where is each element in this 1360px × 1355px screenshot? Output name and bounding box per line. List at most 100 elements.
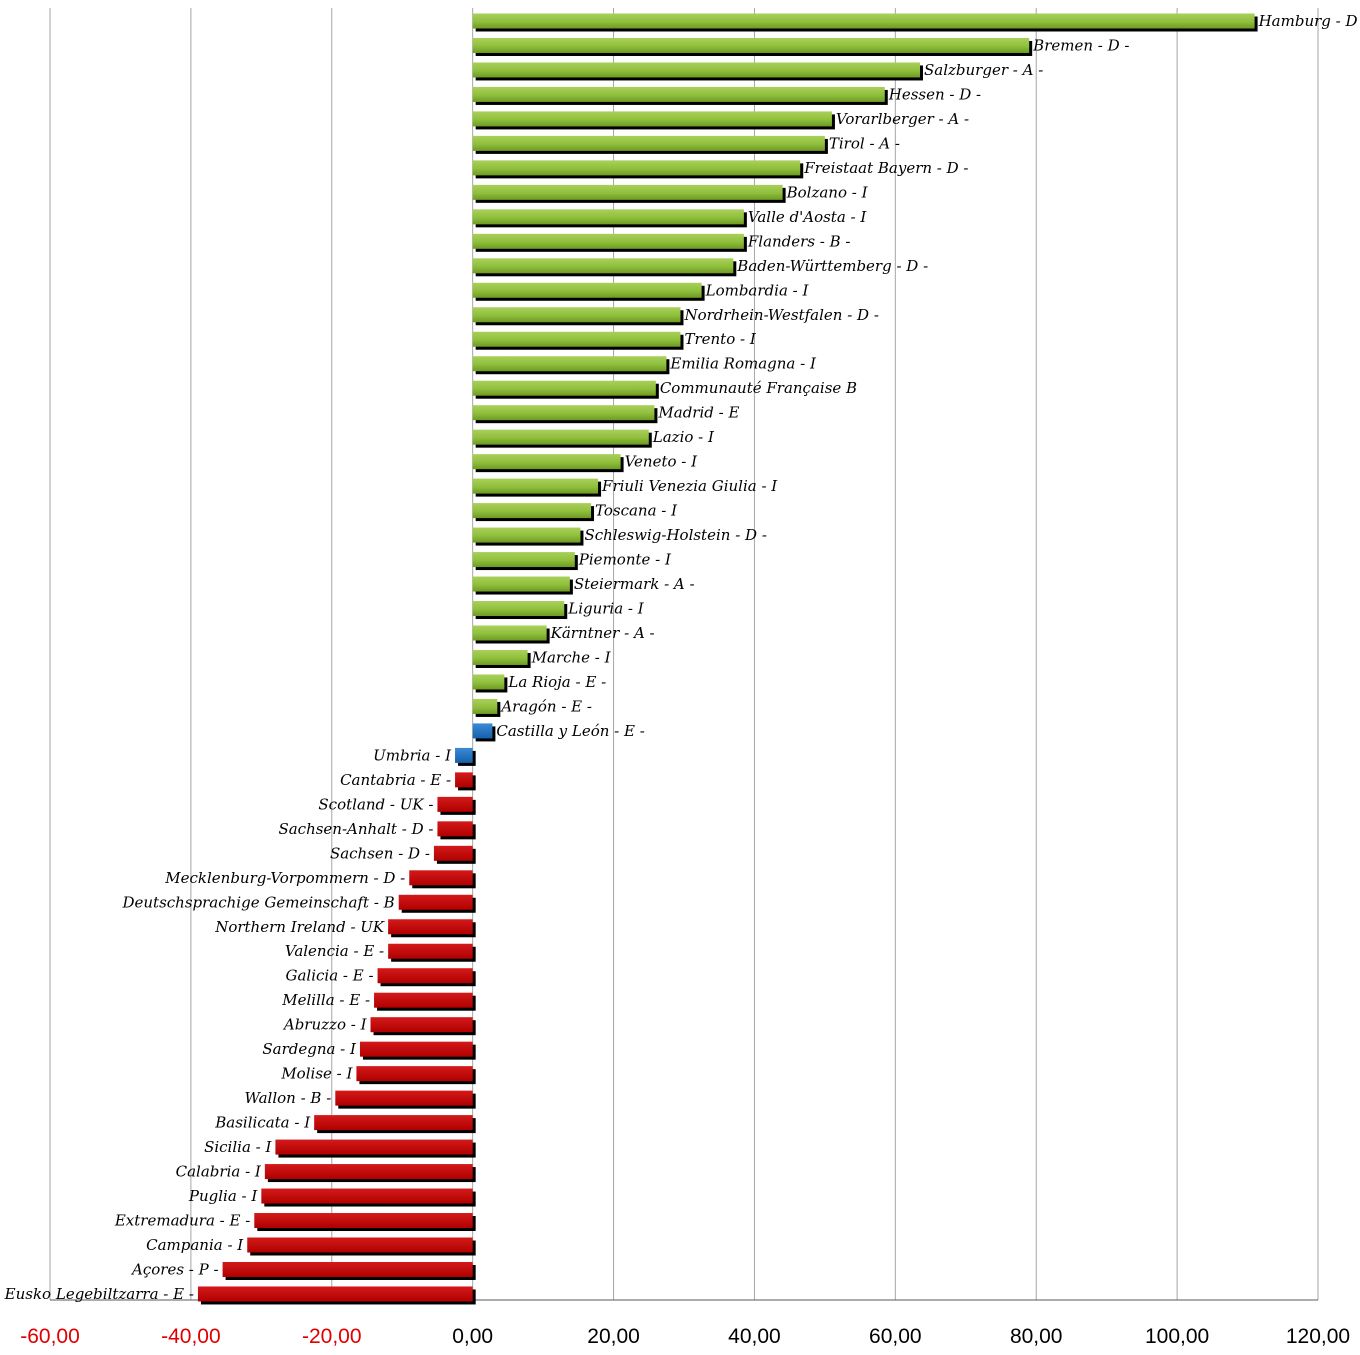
bar-label: La Rioja - E - — [507, 673, 606, 691]
bar — [437, 821, 473, 837]
bar-label: Valle d'Aosta - I — [748, 208, 868, 226]
bar-label: Hessen - D - — [888, 85, 981, 103]
bar — [472, 307, 681, 323]
x-tick-label: 40,00 — [728, 1325, 781, 1348]
bar-label: Scotland - UK - — [318, 795, 433, 813]
bar — [377, 968, 473, 984]
bar-label: Madrid - E — [657, 404, 739, 422]
x-tick-label: -20,00 — [302, 1325, 362, 1348]
bar — [359, 1041, 473, 1057]
bar — [472, 258, 734, 274]
bar — [388, 919, 473, 935]
bar-label: Valencia - E - — [285, 942, 384, 960]
bar — [472, 503, 592, 519]
bar — [254, 1213, 473, 1229]
bar-label: Puglia - I — [188, 1187, 258, 1205]
bar — [370, 1017, 473, 1033]
x-tick-label: 80,00 — [1010, 1325, 1063, 1348]
bar-label: Trento - I — [684, 330, 756, 348]
bar-label: Emilia Romagna - I — [669, 355, 817, 373]
bar — [472, 62, 920, 78]
bar-label: Lombardia - I — [705, 281, 810, 299]
bar — [388, 943, 473, 959]
bar — [472, 86, 885, 102]
bar — [472, 13, 1255, 29]
bar-label: Deutschsprachige Gemeinschaft - B — [121, 893, 394, 911]
bar — [472, 429, 649, 445]
bar-label: Galicia - E - — [286, 967, 374, 985]
bar — [264, 1164, 473, 1180]
x-tick-label: 20,00 — [587, 1325, 640, 1348]
bar — [472, 282, 702, 298]
bar — [472, 552, 575, 568]
bar — [472, 454, 621, 470]
bar-label: Veneto - I — [625, 453, 699, 471]
bar-label: Nordrhein-Westfalen - D - — [683, 306, 878, 324]
bars — [197, 13, 1258, 1305]
bar — [472, 478, 599, 494]
bar-label: Mecklenburg-Vorpommern - D - — [164, 869, 405, 887]
x-tick-label: 0,00 — [452, 1325, 493, 1348]
bar-label: Baden-Württemberg - D - — [736, 257, 928, 275]
bar — [472, 209, 744, 225]
bar-label: Bremen - D - — [1032, 36, 1129, 54]
bar — [335, 1090, 473, 1106]
bar — [472, 723, 493, 739]
bar — [472, 37, 1030, 53]
bar-label: Lazio - I — [652, 428, 715, 446]
bar-label: Vorarlberger - A - — [836, 110, 969, 128]
x-tick-label: 120,00 — [1286, 1325, 1350, 1348]
x-tick-label: 60,00 — [869, 1325, 922, 1348]
bar-label: Sachsen-Anhalt - D - — [278, 820, 433, 838]
bar — [472, 380, 656, 396]
bar — [472, 649, 528, 665]
bar-label: Extremadura - E - — [114, 1212, 250, 1230]
bar — [437, 796, 473, 812]
bar-label: Friuli Venezia Giulia - I — [601, 477, 778, 495]
bar — [472, 625, 547, 641]
bar — [472, 698, 498, 714]
bar-label: Steiermark - A - — [574, 575, 695, 593]
bar — [472, 331, 681, 347]
bar-label: Cantabria - E - — [340, 771, 451, 789]
bar-label: Toscana - I — [595, 502, 678, 520]
bar-label: Liguria - I — [567, 600, 645, 618]
bar — [472, 356, 667, 372]
bar-label: Calabria - I — [176, 1163, 262, 1181]
bar-label: Piemonte - I — [578, 551, 672, 569]
x-axis-tick-labels: -60,00 -40,00 -20,00 0,00 20,00 40,00 60,00 80,… — [20, 1325, 1350, 1348]
bar-label: Basilicata - I — [214, 1114, 311, 1132]
bar-label: Molise - I — [280, 1065, 353, 1083]
bar — [261, 1188, 473, 1204]
bar-label: Aragón - E - — [499, 697, 592, 715]
bar-label: Schleswig-Holstein - D - — [584, 526, 766, 544]
bar — [472, 135, 825, 151]
bar — [472, 601, 565, 617]
bar — [409, 870, 473, 886]
bar — [222, 1261, 473, 1277]
bar-label: Açores - P - — [130, 1260, 219, 1278]
bar — [433, 845, 473, 861]
bar — [472, 233, 744, 249]
bar — [247, 1237, 473, 1253]
bar — [472, 576, 570, 592]
bar — [398, 894, 473, 910]
bar-label: Marche - I — [531, 648, 612, 666]
bar — [356, 1066, 473, 1082]
bar-label: Northern Ireland - UK — [214, 918, 385, 936]
bar-label: Sardegna - I — [262, 1040, 357, 1058]
bar — [374, 992, 473, 1008]
bar-label: Sicilia - I — [204, 1138, 272, 1156]
bar-label: Melilla - E - — [281, 991, 370, 1009]
x-tick-label: -60,00 — [20, 1325, 80, 1348]
bar — [472, 160, 801, 176]
bar-label: Wallon - B - — [244, 1089, 331, 1107]
bar — [472, 184, 783, 200]
bar — [197, 1286, 473, 1302]
x-tick-label: 100,00 — [1145, 1325, 1209, 1348]
bar — [472, 111, 832, 127]
bar-label: Salzburger - A - — [924, 61, 1043, 79]
bar-label: Castilla y León - E - — [496, 722, 644, 740]
bar — [472, 674, 505, 690]
bar — [455, 747, 473, 763]
